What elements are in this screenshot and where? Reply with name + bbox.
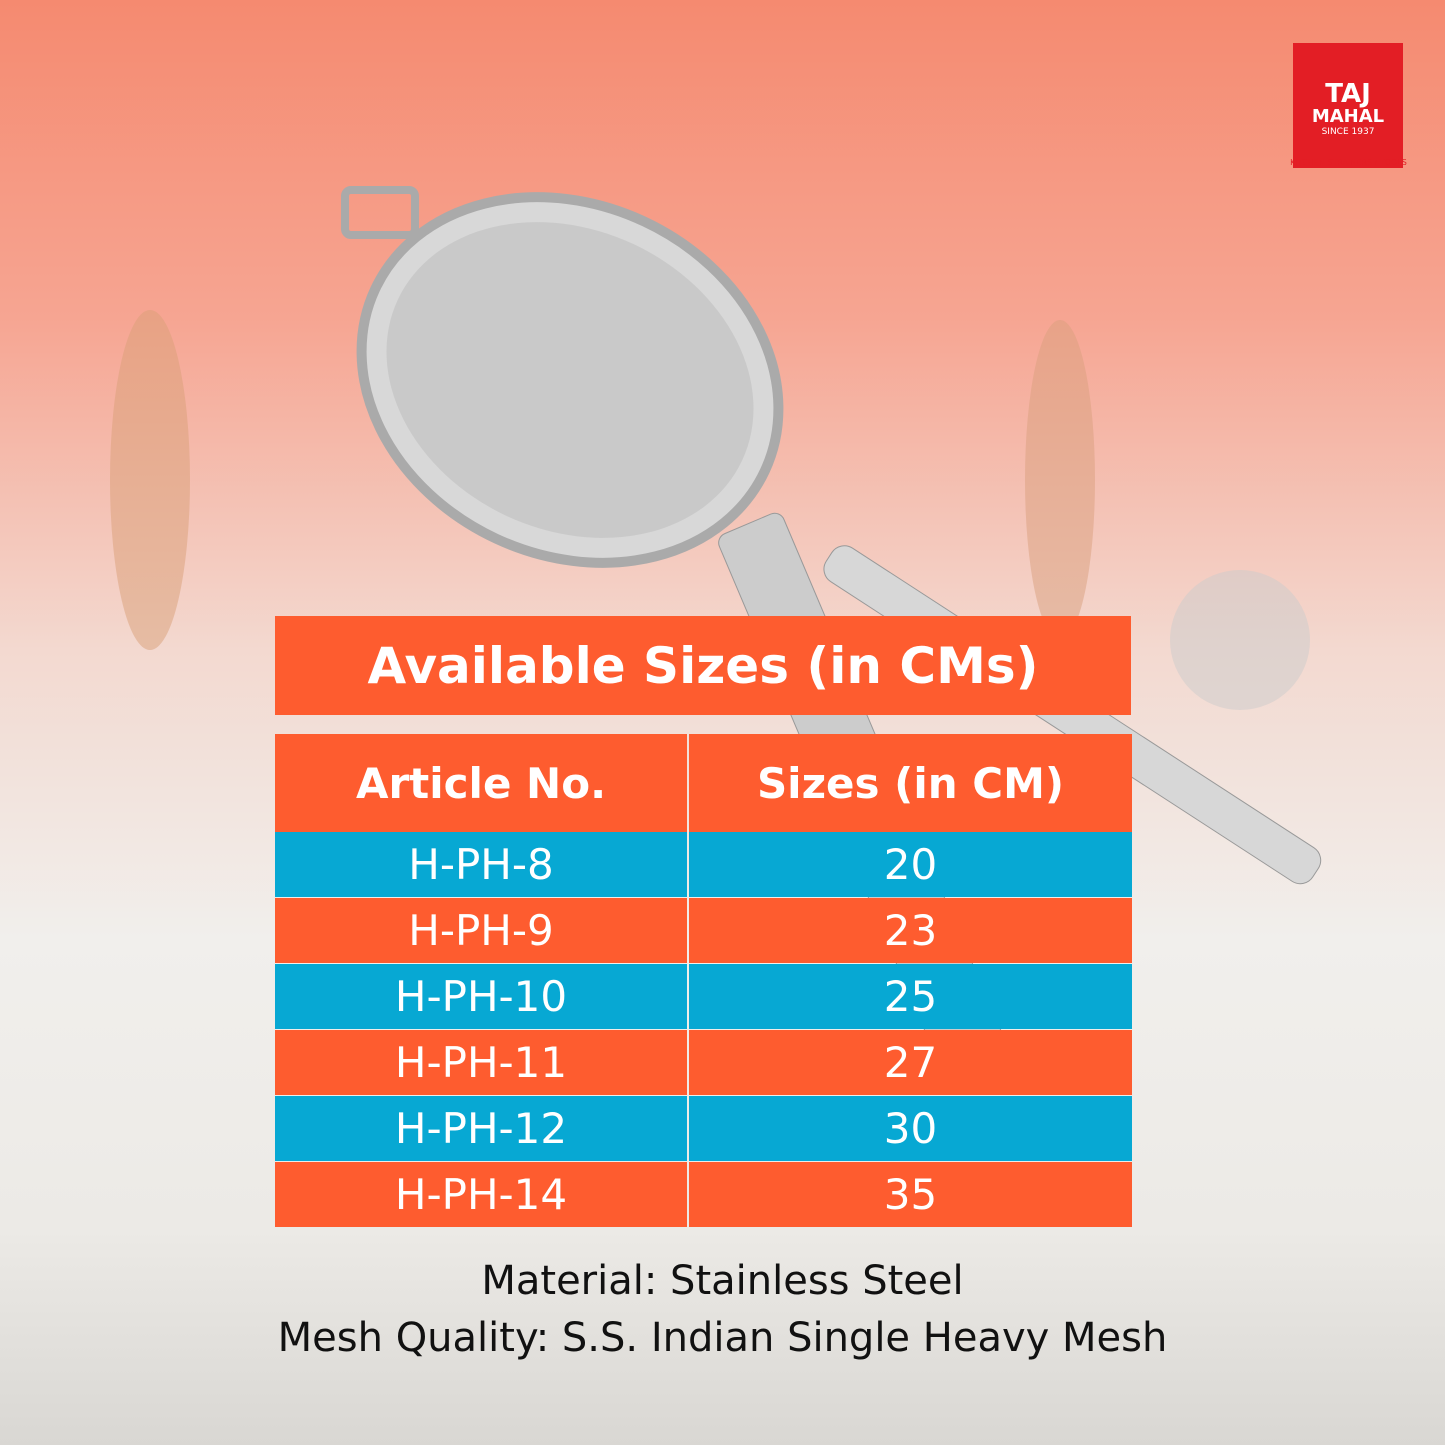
header-cell: Article No. [275, 734, 687, 832]
since: SINCE 1937 [1321, 127, 1375, 137]
header-cell: Sizes (in CM) [689, 734, 1132, 832]
table-cell: 27 [689, 1030, 1132, 1095]
tagline: KITCHEN STRAINERS / TOOLS [1290, 158, 1407, 167]
table-title: Available Sizes (in CMs) [275, 616, 1131, 715]
table-cell: 25 [689, 964, 1132, 1029]
table-cell: H-PH-8 [275, 832, 687, 897]
table-cell: 30 [689, 1096, 1132, 1161]
table-cell: 23 [689, 898, 1132, 963]
logo: TAJ MAHAL SINCE 1937 [1293, 43, 1403, 168]
table-cell: H-PH-10 [275, 964, 687, 1029]
brand: MAHAL [1311, 106, 1385, 127]
mesh-quality: Mesh Quality: S.S. Indian Single Heavy M… [277, 1315, 1168, 1361]
table-cell: H-PH-11 [275, 1030, 687, 1095]
table-cell: 20 [689, 832, 1132, 897]
brand: TAJ [1325, 79, 1371, 109]
table-cell: H-PH-14 [275, 1162, 687, 1227]
table-cell: 35 [689, 1162, 1132, 1227]
material: Material: Stainless Steel [481, 1258, 964, 1304]
table-cell: H-PH-9 [275, 898, 687, 963]
table-cell: H-PH-12 [275, 1096, 687, 1161]
